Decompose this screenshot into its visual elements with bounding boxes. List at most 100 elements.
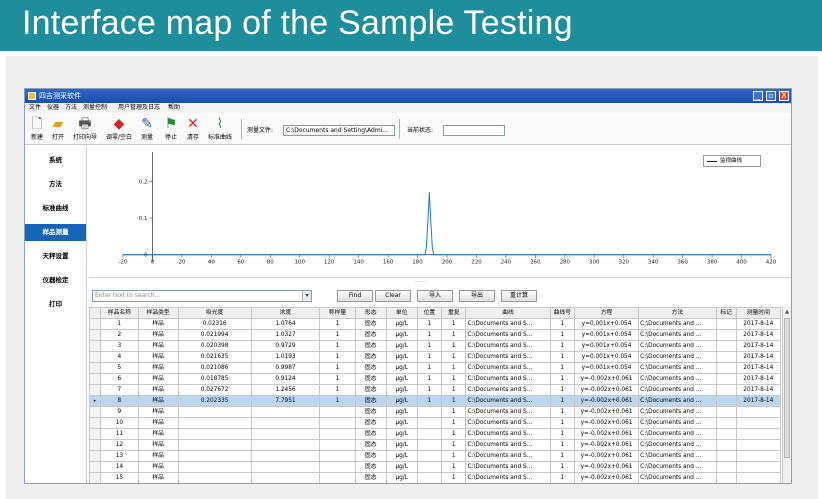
table-cell[interactable]: 1 <box>416 351 443 363</box>
table-cell[interactable]: 11 <box>100 428 139 440</box>
table-cell[interactable]: C:\Documents and S... <box>465 340 551 352</box>
table-cell[interactable] <box>715 461 737 473</box>
row-header[interactable] <box>89 428 102 440</box>
table-cell[interactable]: 固态 <box>354 384 387 396</box>
standard-curve-button[interactable]: ⌇ 标准曲线 <box>205 116 235 143</box>
table-cell[interactable]: μg/L <box>385 384 418 396</box>
table-cell[interactable]: 1 <box>549 384 575 396</box>
table-cell[interactable]: μg/L <box>385 395 418 407</box>
table-cell[interactable]: 1 <box>319 362 356 374</box>
row-header[interactable] <box>89 329 102 341</box>
minimize-button[interactable]: _ <box>753 91 763 101</box>
table-cell[interactable]: 固态 <box>354 395 387 407</box>
table-cell[interactable]: 1 <box>549 450 575 462</box>
menu-user-management[interactable]: 用户管理及日志 <box>118 104 161 111</box>
table-cell[interactable] <box>735 406 782 418</box>
table-cell[interactable]: 14 <box>100 461 139 473</box>
table-cell[interactable] <box>177 439 252 451</box>
table-cell[interactable]: C:\Documents and ... <box>638 340 717 352</box>
table-cell[interactable] <box>715 351 737 363</box>
table-cell[interactable]: 1 <box>549 461 575 473</box>
table-cell[interactable]: 固态 <box>354 351 387 363</box>
table-cell[interactable]: 1 <box>441 395 467 407</box>
table-cell[interactable] <box>177 417 252 429</box>
table-row[interactable]: 14 样品 固态 μg/L 1 C:\Documents and S... 1 y=-0.00… <box>89 461 782 473</box>
table-cell[interactable]: 样品 <box>137 318 179 330</box>
table-cell[interactable] <box>715 329 737 341</box>
table-cell[interactable]: C:\Documents and S... <box>465 362 551 374</box>
table-cell[interactable] <box>250 417 321 429</box>
table-cell[interactable] <box>177 461 252 473</box>
import-button[interactable]: 导入 <box>417 290 453 302</box>
table-cell[interactable]: 固态 <box>354 406 387 418</box>
table-cell[interactable]: μg/L <box>385 318 418 330</box>
row-header[interactable] <box>89 362 102 374</box>
row-header[interactable] <box>89 417 102 429</box>
table-cell[interactable]: C:\Documents and ... <box>638 472 717 483</box>
table-cell[interactable] <box>416 450 443 462</box>
table-cell[interactable]: 1 <box>441 417 467 429</box>
table-cell[interactable]: 1.0327 <box>250 329 321 341</box>
table-cell[interactable] <box>715 362 737 374</box>
column-header[interactable]: 吸光度 <box>177 307 252 319</box>
table-cell[interactable]: C:\Documents and S... <box>465 351 551 363</box>
measure-button[interactable]: ✎ 测量 <box>135 116 159 143</box>
table-cell[interactable] <box>319 472 356 483</box>
table-cell[interactable]: 样品 <box>137 450 179 462</box>
table-cell[interactable] <box>177 472 252 483</box>
table-cell[interactable] <box>715 417 737 429</box>
row-header[interactable] <box>89 318 102 330</box>
table-row[interactable]: 16样品固态μg/L1C:\Documents and S...1y=-0.00… <box>90 484 781 485</box>
table-cell[interactable] <box>320 484 355 485</box>
sidebar-item-sample-measure[interactable]: 样品测量 <box>25 224 86 241</box>
table-cell[interactable]: 0.027672 <box>177 384 252 396</box>
table-cell[interactable] <box>178 484 251 485</box>
table-cell[interactable]: 1 <box>441 472 467 483</box>
table-cell[interactable]: 1 <box>319 340 356 352</box>
table-cell[interactable]: 1 <box>319 318 356 330</box>
table-cell[interactable]: 12 <box>100 439 139 451</box>
scroll-up-icon[interactable]: ▲ <box>785 309 789 315</box>
table-cell[interactable]: C:\Documents and S... <box>465 450 551 462</box>
table-cell[interactable]: μg/L <box>385 406 418 418</box>
sidebar-item-instrument-verify[interactable]: 仪器检定 <box>42 276 69 284</box>
table-cell[interactable]: 样品 <box>137 439 179 451</box>
table-cell[interactable]: C:\Documents and ... <box>639 484 717 485</box>
table-cell[interactable]: 0.202335 <box>177 395 252 407</box>
table-cell[interactable]: 固态 <box>354 461 387 473</box>
table-cell[interactable]: 1 <box>416 362 443 374</box>
table-cell[interactable] <box>319 428 356 440</box>
table-cell[interactable]: C:\Documents and ... <box>638 428 717 440</box>
table-cell[interactable] <box>715 373 737 385</box>
table-cell[interactable]: C:\Documents and ... <box>638 406 717 418</box>
table-cell[interactable]: 2017-8-14 <box>735 351 782 363</box>
table-cell[interactable]: 1 <box>441 329 467 341</box>
menu-measure-control[interactable]: 测量控制 <box>83 104 108 111</box>
column-header[interactable]: 标记 <box>715 307 737 319</box>
print-wizard-button[interactable]: 🖶 打印向导 <box>69 116 101 143</box>
table-cell[interactable]: y=0.001x+0.054 <box>573 340 640 352</box>
search-dropdown-chevron[interactable]: ▾ <box>302 291 311 301</box>
row-header[interactable] <box>89 340 102 352</box>
table-cell[interactable] <box>735 439 782 451</box>
table-cell[interactable]: C:\Documents and ... <box>638 351 717 363</box>
table-cell[interactable]: y=-0.002x+0.061 <box>573 417 640 429</box>
current-status-field[interactable] <box>443 125 505 136</box>
table-cell[interactable] <box>715 428 737 440</box>
table-cell[interactable]: C:\Documents and ... <box>638 461 717 473</box>
table-cell[interactable]: C:\Documents and S... <box>465 395 551 407</box>
table-cell[interactable] <box>735 472 782 483</box>
sidebar-item-balance-settings[interactable]: 天秤设置 <box>42 252 69 260</box>
table-cell[interactable]: y=-0.002x+0.061 <box>573 461 640 473</box>
table-cell[interactable]: 0.9124 <box>250 373 321 385</box>
table-cell[interactable] <box>250 439 321 451</box>
table-cell[interactable]: 7 <box>100 384 139 396</box>
table-cell[interactable] <box>416 406 443 418</box>
table-cell[interactable]: 固态 <box>354 340 387 352</box>
table-cell[interactable] <box>177 450 252 462</box>
table-cell[interactable]: 1 <box>441 318 467 330</box>
table-cell[interactable]: 1.0193 <box>250 351 321 363</box>
table-row[interactable]: 4 样品 0.021635 1.0193 1 固态 μg/L 1 1 C:\Documents a… <box>89 351 782 363</box>
row-header[interactable] <box>89 472 102 483</box>
table-cell[interactable]: y=-0.002x+0.061 <box>573 439 640 451</box>
